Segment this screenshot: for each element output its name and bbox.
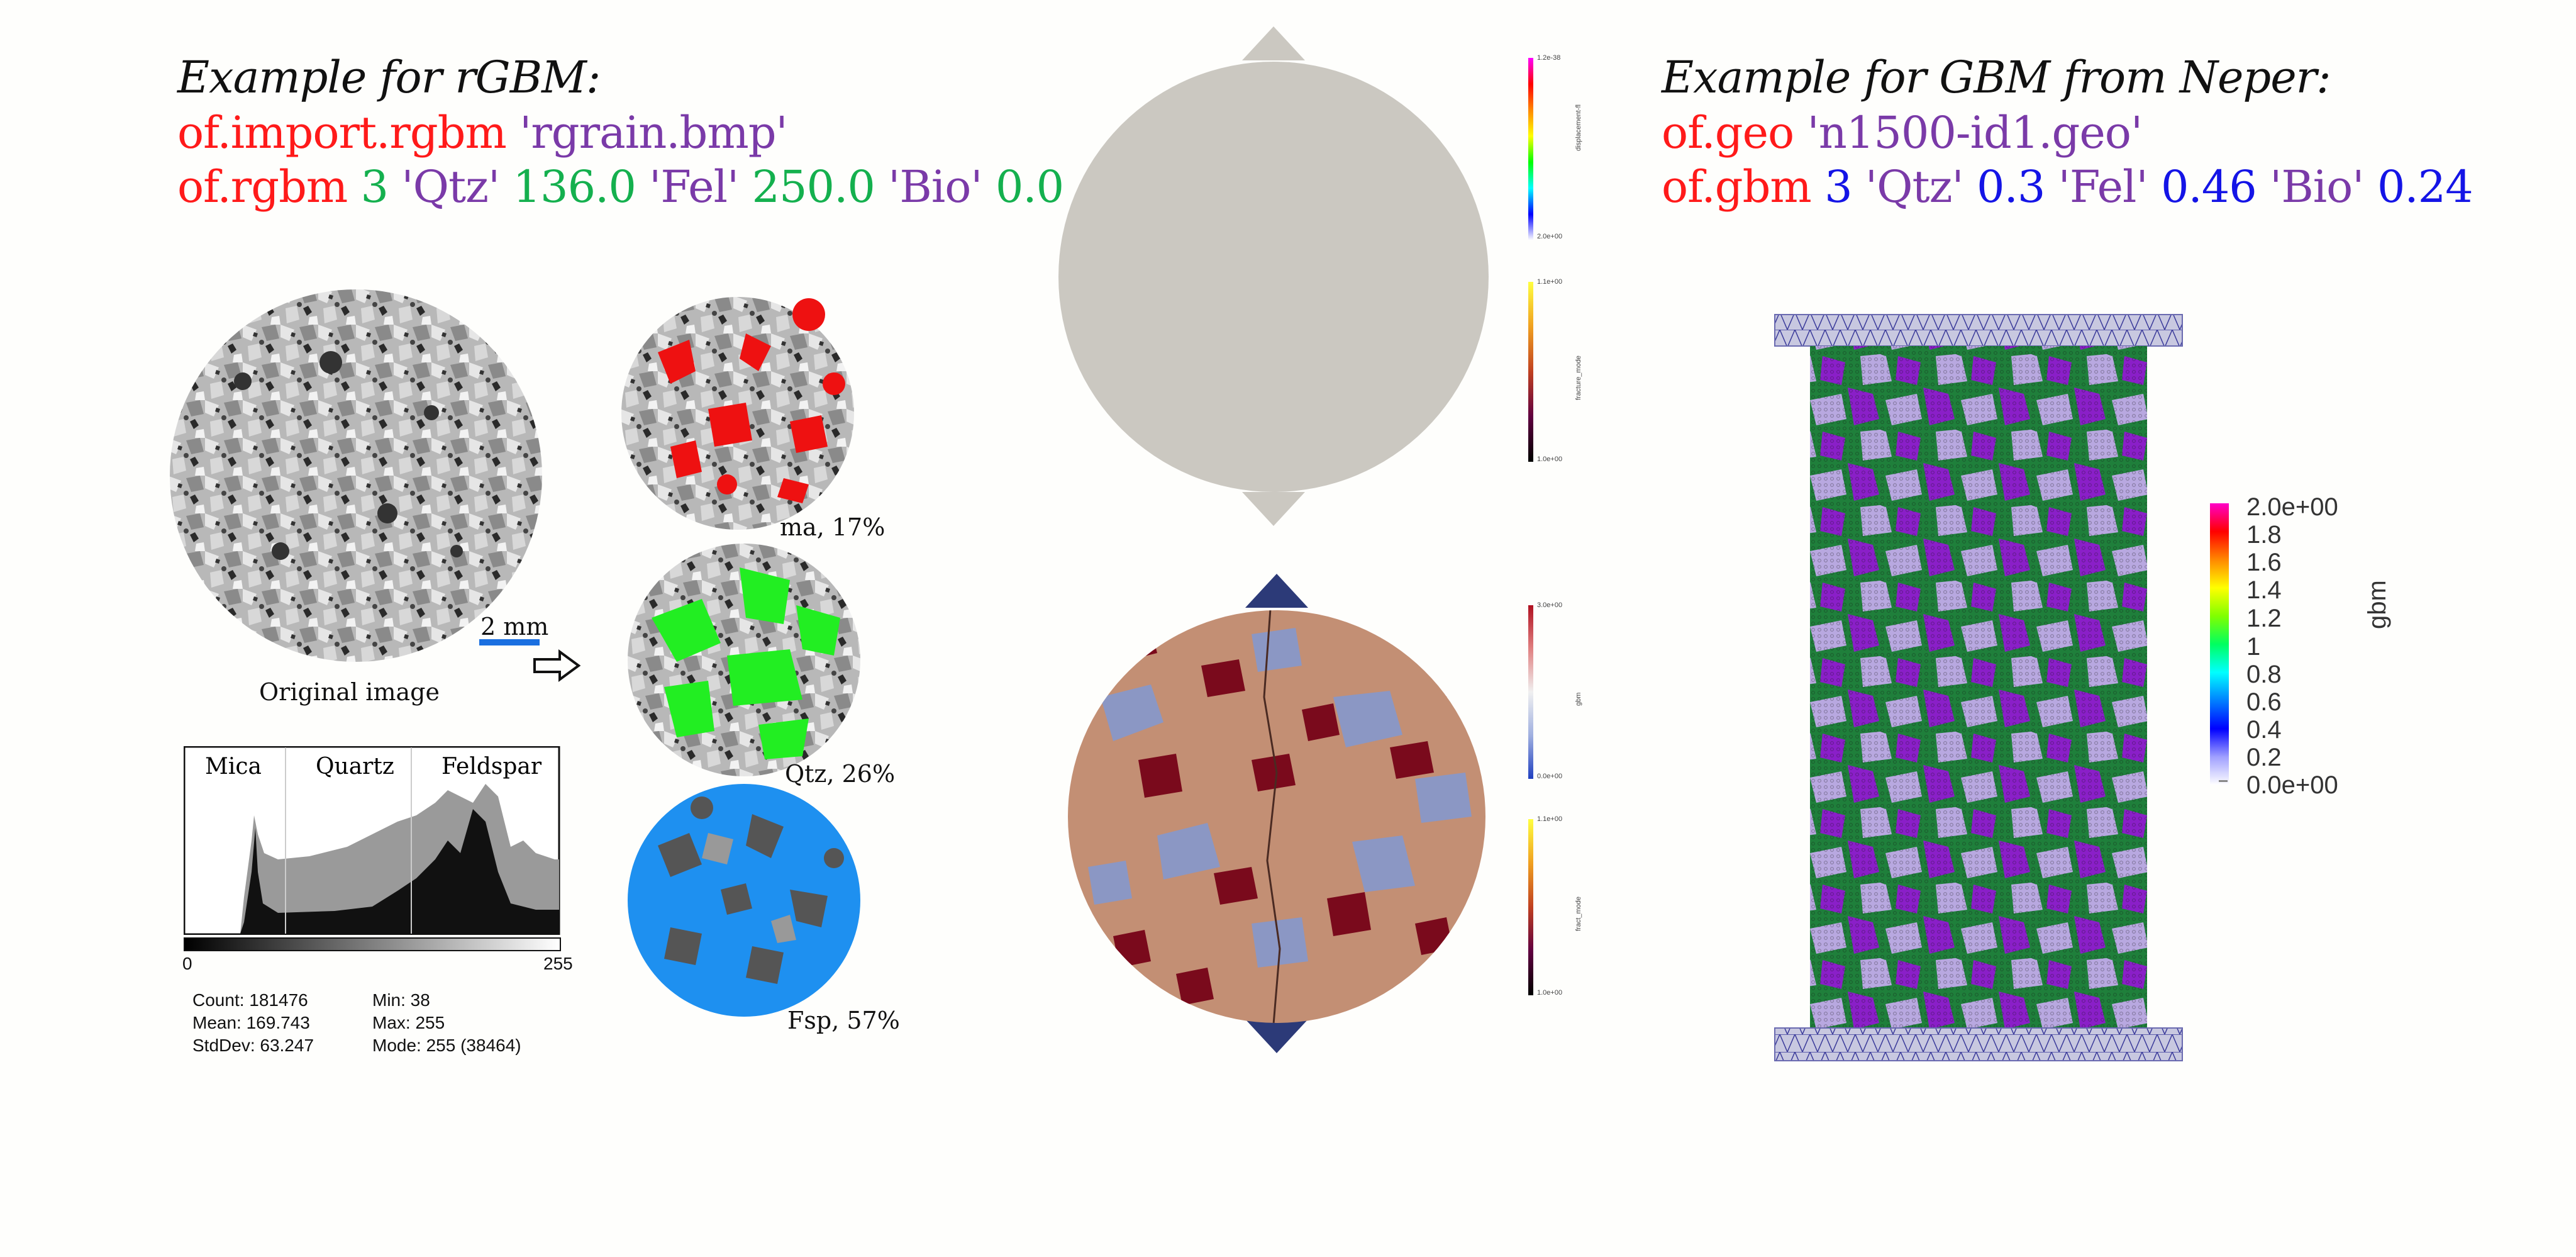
colorbar-2 (1528, 282, 1533, 462)
stat-count: Count: 181476 (192, 990, 308, 1010)
colorbar-3-label: gbm (1575, 692, 1582, 706)
stat-mode: Mode: 255 (38464) (372, 1036, 521, 1055)
sample-fractured (1068, 574, 1485, 1053)
colorbar-2-max: 1.1e+00 (1537, 278, 1563, 286)
histogram-label-mica: Mica (205, 754, 262, 779)
gbm-phase-count: 3 (1824, 161, 1853, 213)
gbm-example-title: Example for GBM from Neper: (1662, 52, 2331, 103)
geo-command: of.geo (1662, 107, 1794, 159)
gbm-tick: 1.8 (2246, 521, 2282, 549)
stat-max: Max: 255 (372, 1013, 445, 1032)
gbm-mineral-fel: 'Fel' (2058, 161, 2148, 213)
phase-feldspar-caption: Fsp, 57% (787, 1007, 900, 1034)
sample-undeformed (1058, 26, 1489, 526)
import-filename: 'rgrain.bmp' (519, 107, 788, 159)
histogram-plot (184, 746, 560, 935)
gbm-tick: 1.4 (2246, 576, 2282, 604)
scale-bar-label: 2 mm (480, 613, 549, 640)
gbm-command: of.gbm (1662, 161, 1812, 213)
stat-stddev: StdDev: 63.247 (192, 1036, 314, 1055)
colorbar-3-min: 0.0e+00 (1537, 773, 1563, 780)
gbm-colorbar-label: gbm (2363, 580, 2391, 629)
gbm-tick: 1.6 (2246, 549, 2282, 576)
value-fel: 250.0 (752, 161, 875, 213)
gbm-tick: 1 (2246, 633, 2261, 661)
gbm-tick: 0.0e+00 (2246, 771, 2338, 799)
arrow-right-icon (533, 649, 581, 682)
histogram: Mica Quartz Feldspar (184, 746, 561, 935)
gbm-geo-line: of.geo 'n1500-id1.geo' (1662, 107, 2143, 159)
gbm-mineral-bio: 'Bio' (2270, 161, 2364, 213)
phase-quartz-caption: Qtz, 26% (785, 760, 896, 788)
gbm-command-line: of.gbm 3 'Qtz' 0.3 'Fel' 0.46 'Bio' 0.24 (1662, 161, 2473, 213)
mineral-bio: 'Bio' (888, 161, 982, 213)
value-qtz: 136.0 (513, 161, 636, 213)
colorbar-1-max: 1.2e-38 (1537, 54, 1561, 62)
stat-mean: Mean: 169.743 (192, 1013, 310, 1032)
gbm-tick: 0.6 (2246, 688, 2282, 716)
stat-min: Min: 38 (372, 990, 430, 1010)
rgbm-phase-count: 3 (360, 161, 389, 213)
colorbar-3-max: 3.0e+00 (1537, 601, 1563, 609)
phase-quartz-image (628, 544, 860, 776)
mineral-qtz: 'Qtz' (401, 161, 500, 213)
histogram-label-quartz: Quartz (316, 754, 394, 779)
gbm-colorbar (2210, 503, 2229, 785)
value-bio: 0.0 (995, 161, 1064, 213)
colorbar-1-min: 2.0e+00 (1537, 233, 1563, 240)
colorbar-2-min: 1.0e+00 (1537, 455, 1563, 463)
histogram-axis-max: 255 (543, 954, 573, 973)
rgbm-command-line: of.rgbm 3 'Qtz' 136.0 'Fel' 250.0 'Bio' … (177, 161, 1064, 213)
histogram-label-feldspar: Feldspar (441, 754, 542, 779)
histogram-axis-min: 0 (182, 954, 192, 973)
colorbar-2-label: fracture_mode (1575, 355, 1582, 400)
scale-bar (479, 639, 540, 645)
colorbar-4 (1528, 819, 1533, 995)
import-command: of.import.rgbm (177, 107, 507, 159)
mineral-fel: 'Fel' (649, 161, 739, 213)
rgbm-command: of.rgbm (177, 161, 348, 213)
colorbar-4-max: 1.1e+00 (1537, 815, 1563, 823)
colorbar-3 (1528, 605, 1533, 779)
gbm-value-fel: 0.46 (2160, 161, 2257, 213)
gbm-tick: 2.0e+00 (2246, 493, 2338, 521)
colorbar-4-min: 1.0e+00 (1537, 989, 1563, 997)
histogram-gradient-bar (184, 937, 561, 951)
geo-filename: 'n1500-id1.geo' (1807, 107, 2143, 159)
gbm-tick: 1.2 (2246, 605, 2282, 632)
original-image-caption: Original image (259, 678, 440, 706)
gbm-mineral-qtz: 'Qtz' (1865, 161, 1964, 213)
gbm-colorbar-min-tick (2219, 780, 2228, 782)
original-grain-image (170, 289, 542, 662)
gbm-tick: 0.8 (2246, 661, 2282, 688)
gbm-tick: 0.2 (2246, 744, 2282, 771)
gbm-value-qtz: 0.3 (1977, 161, 2045, 213)
rgbm-import-line: of.import.rgbm 'rgrain.bmp' (177, 107, 788, 159)
rgbm-example-title: Example for rGBM: (177, 52, 601, 103)
gbm-tick: 0.4 (2246, 716, 2282, 744)
gbm-colorbar-ticks: 2.0e+00 1.8 1.6 1.4 1.2 1 0.8 0.6 0.4 0.… (2231, 493, 2338, 799)
phase-mica-image (621, 297, 854, 530)
phase-mica-caption: ma, 17% (780, 513, 886, 541)
colorbar-4-label: fract_mode (1575, 896, 1582, 931)
colorbar-1 (1528, 58, 1533, 240)
phase-feldspar-image (628, 784, 860, 1017)
neper-specimen (1774, 314, 2183, 1061)
gbm-value-bio: 0.24 (2377, 161, 2473, 213)
colorbar-1-label: displacement-fl (1575, 104, 1582, 151)
